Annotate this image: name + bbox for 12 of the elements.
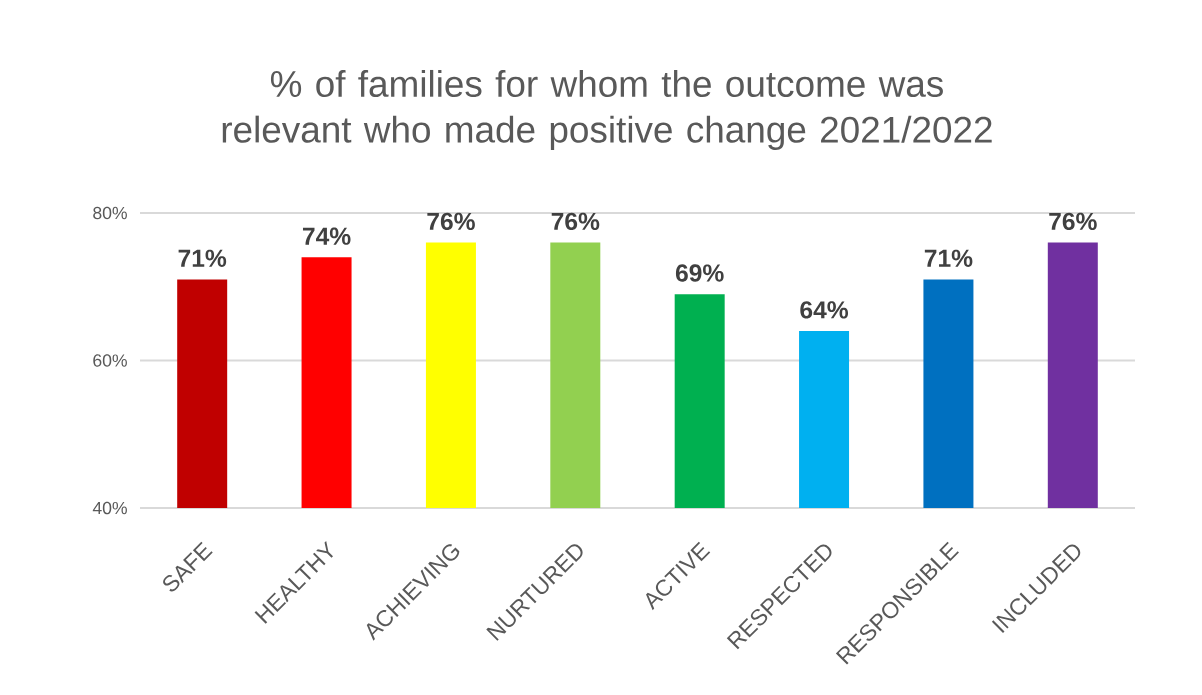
data-label: 71%: [178, 249, 227, 267]
data-label: 64%: [800, 301, 849, 319]
y-tick-label: 60%: [93, 354, 127, 367]
y-tick-label: 40%: [92, 501, 127, 515]
data-label: 76%: [1049, 212, 1097, 231]
chart-title: % of families for whom the outcome was relevant who made positive change 2021/2022: [222, 69, 992, 151]
data-label: 74%: [302, 227, 351, 245]
y-tick-label: 80%: [93, 206, 127, 220]
data-label: 71%: [924, 249, 973, 267]
data-label: 76%: [427, 212, 475, 231]
data-label: 69%: [675, 264, 724, 282]
data-label: 76%: [551, 212, 600, 231]
